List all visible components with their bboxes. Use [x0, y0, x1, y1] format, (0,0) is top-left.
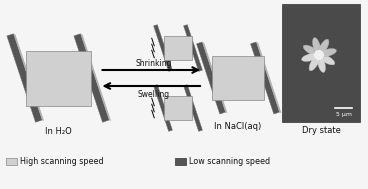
Ellipse shape — [312, 38, 321, 55]
FancyBboxPatch shape — [164, 36, 192, 60]
FancyBboxPatch shape — [175, 158, 186, 165]
FancyBboxPatch shape — [164, 96, 192, 120]
Ellipse shape — [319, 54, 335, 65]
Ellipse shape — [309, 55, 320, 71]
Ellipse shape — [301, 53, 319, 61]
Text: Shrinking: Shrinking — [135, 59, 171, 68]
Ellipse shape — [317, 55, 325, 72]
Polygon shape — [197, 42, 226, 114]
Text: Low scanning speed: Low scanning speed — [189, 157, 270, 166]
Circle shape — [314, 50, 324, 60]
FancyBboxPatch shape — [212, 56, 264, 100]
Polygon shape — [251, 42, 279, 114]
Text: Swelling: Swelling — [137, 90, 169, 99]
FancyBboxPatch shape — [25, 50, 91, 105]
Text: Dry state: Dry state — [301, 126, 340, 135]
FancyBboxPatch shape — [6, 158, 17, 165]
Ellipse shape — [303, 45, 319, 56]
Polygon shape — [7, 34, 42, 122]
Ellipse shape — [319, 49, 336, 57]
Polygon shape — [184, 85, 202, 131]
Polygon shape — [256, 42, 282, 113]
Polygon shape — [14, 34, 44, 121]
Text: High scanning speed: High scanning speed — [20, 157, 104, 166]
Polygon shape — [184, 25, 202, 71]
FancyBboxPatch shape — [282, 4, 360, 122]
Polygon shape — [74, 34, 109, 122]
Text: 5 μm: 5 μm — [336, 112, 351, 117]
Polygon shape — [153, 25, 173, 71]
Text: In H₂O: In H₂O — [45, 128, 71, 136]
Polygon shape — [202, 42, 227, 113]
Ellipse shape — [318, 39, 329, 55]
Polygon shape — [153, 85, 173, 131]
Polygon shape — [81, 34, 111, 121]
Text: In NaCl(aq): In NaCl(aq) — [215, 122, 262, 131]
